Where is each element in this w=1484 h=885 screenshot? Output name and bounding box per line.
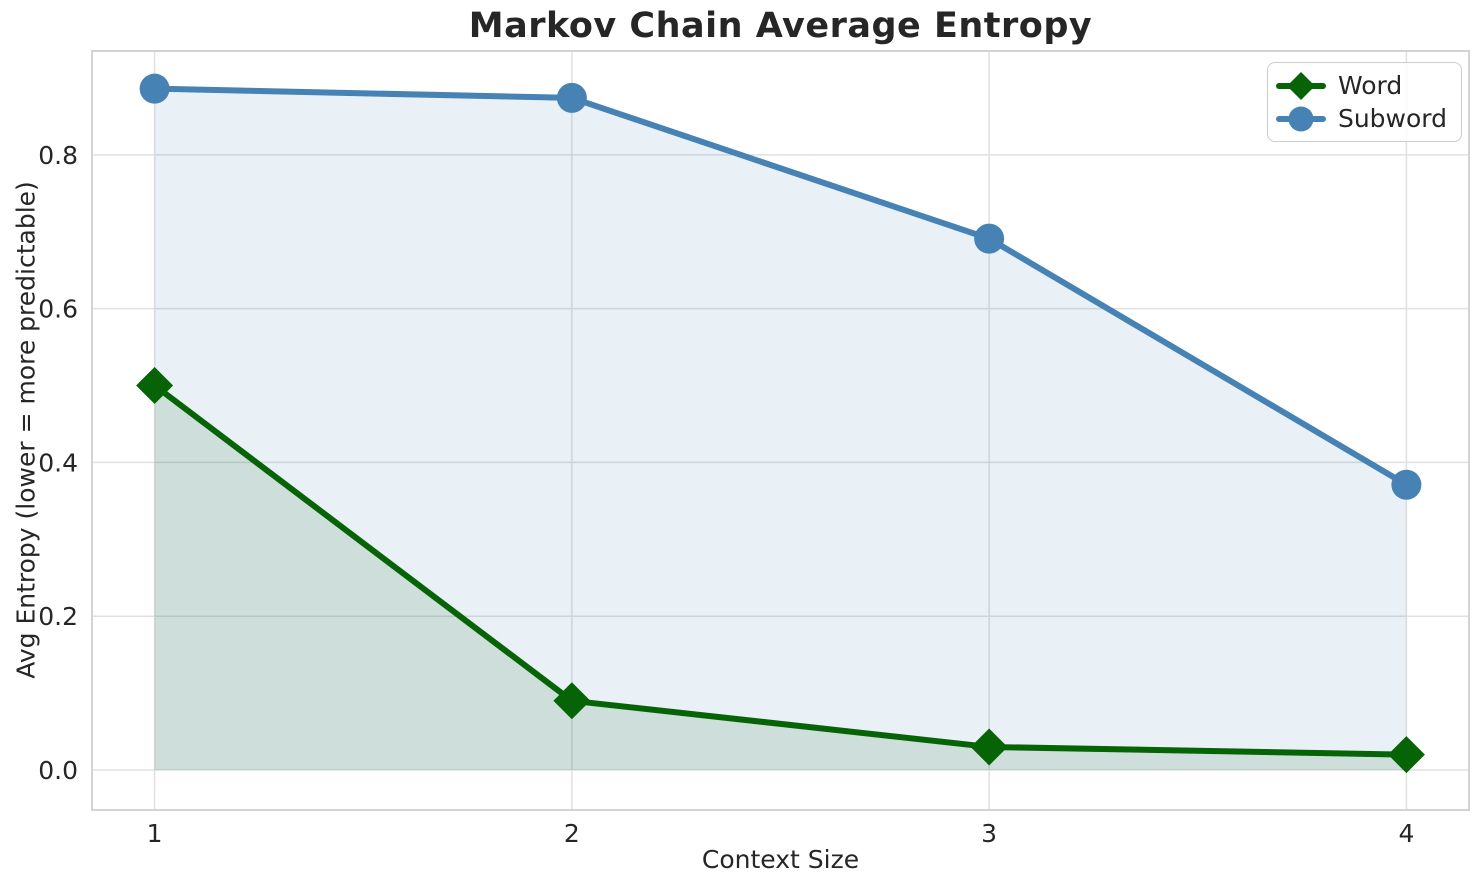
y-tick-label: 0.4: [38, 448, 78, 477]
data-point-word: [1387, 736, 1425, 774]
x-tick-label: 4: [1398, 819, 1414, 848]
series-line-word: [151, 382, 1410, 758]
series-line-subword: [151, 85, 1410, 488]
x-tick-label: 1: [147, 819, 163, 848]
circle-marker-icon: [1275, 106, 1326, 131]
x-tick-label: 3: [981, 819, 997, 848]
axes-border: [91, 50, 1470, 811]
data-point-word: [553, 682, 591, 720]
x-axis-label: Context Size: [701, 845, 860, 874]
x-tick-label: 2: [564, 819, 580, 848]
legend-label: Word: [1337, 71, 1403, 100]
diamond-marker-icon: [1275, 71, 1326, 100]
area-fill-word: [154, 385, 1407, 771]
data-point-subword: [1391, 469, 1422, 500]
legend-entry-subword: Subword: [1275, 103, 1447, 134]
legend-label: Subword: [1337, 104, 1447, 133]
legend-entry-word: Word: [1275, 70, 1447, 101]
data-point-subword: [974, 223, 1005, 254]
area-fill-subword: [154, 88, 1407, 771]
data-point-word: [136, 367, 174, 405]
y-tick-label: 0.2: [38, 602, 78, 631]
data-point-subword: [556, 82, 587, 113]
data-point-subword: [139, 73, 170, 104]
y-tick-label: 0.0: [38, 756, 78, 785]
chart-title: Markov Chain Average Entropy: [468, 6, 1093, 46]
y-tick-label: 0.6: [38, 295, 78, 324]
legend: Word Subword: [1266, 62, 1462, 142]
y-tick-label: 0.8: [38, 141, 78, 170]
data-point-word: [970, 728, 1008, 766]
